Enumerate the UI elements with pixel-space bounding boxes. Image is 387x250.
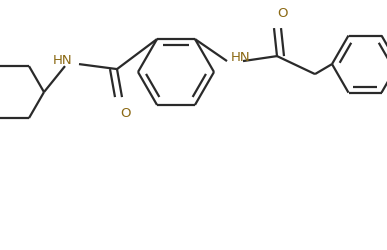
Text: HN: HN (53, 54, 73, 66)
Text: O: O (121, 107, 131, 120)
Text: HN: HN (231, 50, 251, 64)
Text: O: O (277, 7, 287, 20)
